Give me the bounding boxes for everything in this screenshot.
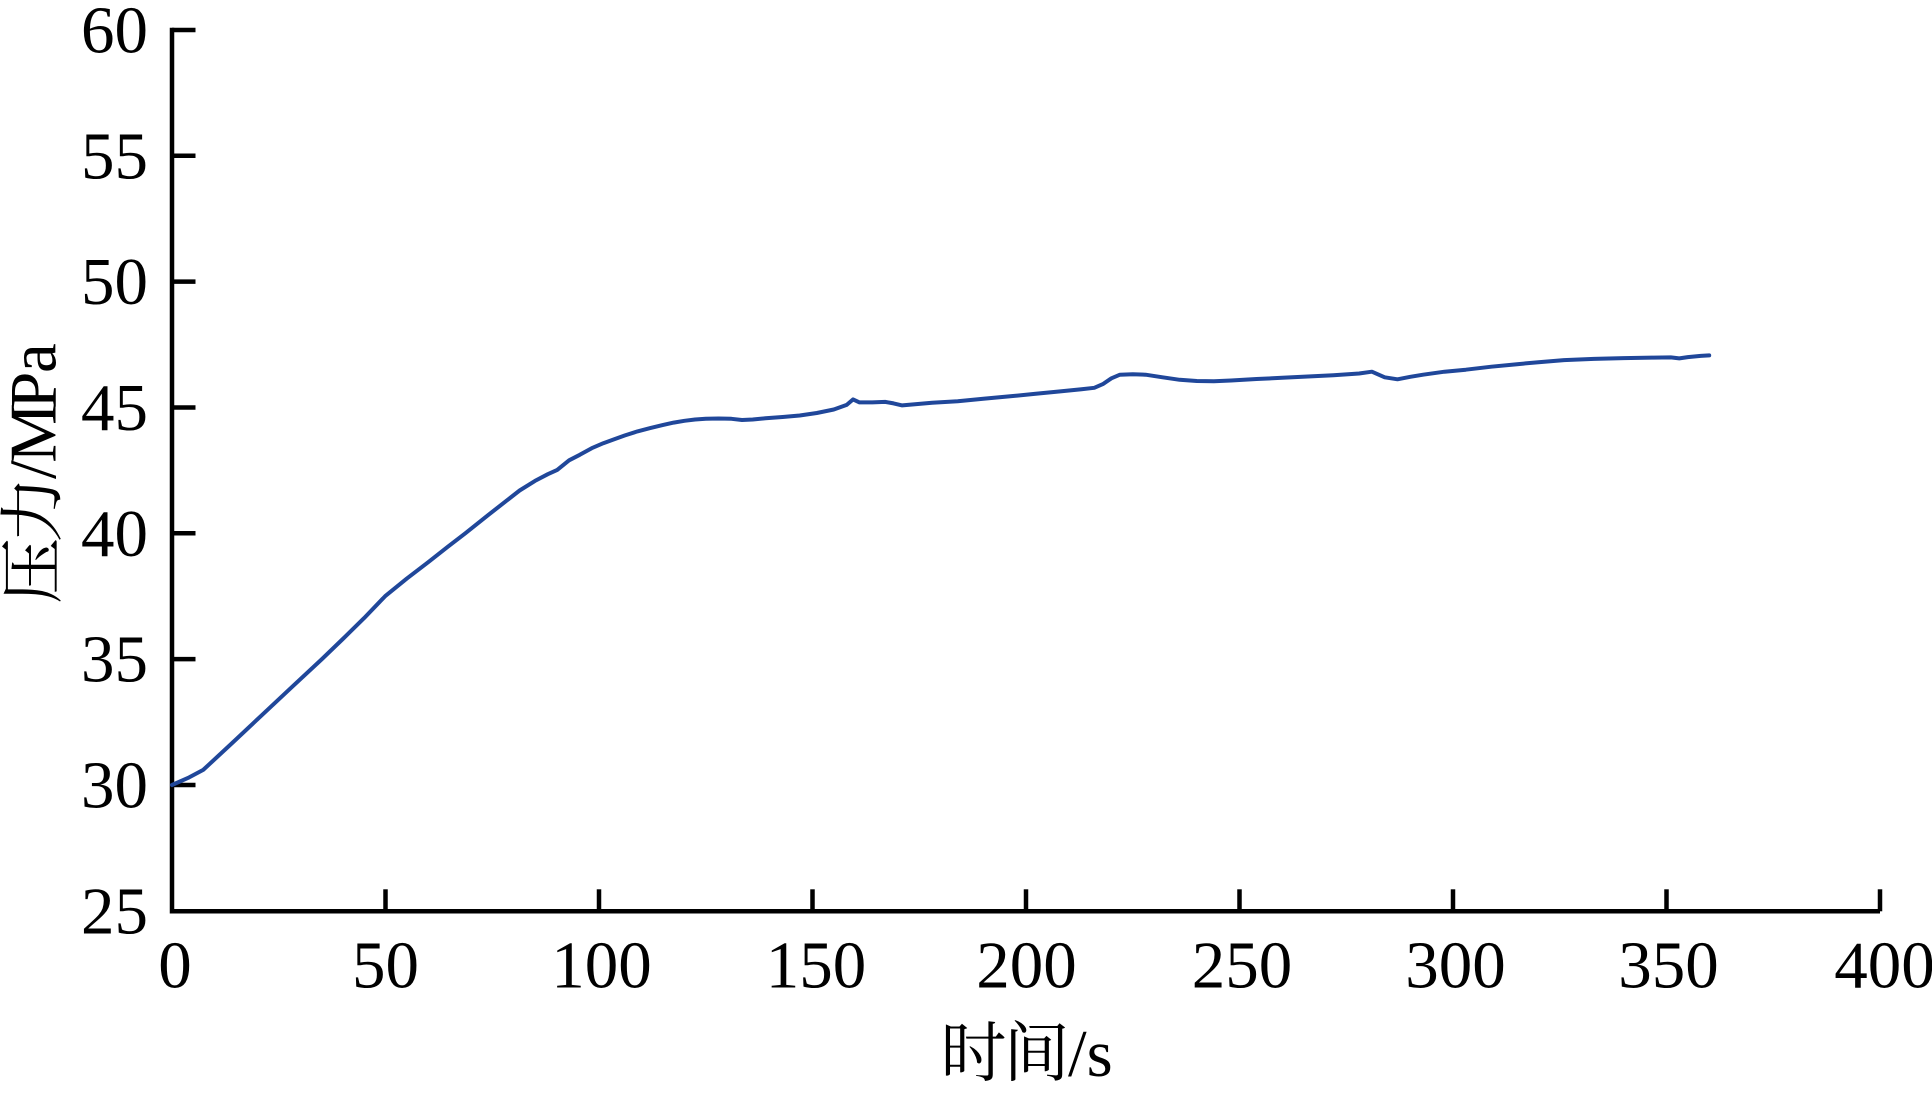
svg-text:100: 100	[551, 929, 652, 1003]
svg-text:150: 150	[766, 929, 867, 1003]
svg-text:50: 50	[352, 929, 419, 1003]
svg-text:25: 25	[81, 874, 148, 948]
svg-text:30: 30	[81, 749, 148, 823]
svg-text:45: 45	[81, 371, 148, 445]
svg-text:/: /	[0, 460, 71, 479]
svg-text:55: 55	[81, 119, 148, 193]
svg-text:P: P	[0, 372, 71, 409]
svg-text:60: 60	[81, 0, 148, 68]
svg-text:50: 50	[81, 245, 148, 319]
svg-text:/s: /s	[1068, 1017, 1113, 1091]
svg-text:M: M	[0, 403, 71, 463]
svg-text:a: a	[0, 343, 71, 373]
svg-text:200: 200	[976, 929, 1077, 1003]
svg-text:300: 300	[1405, 929, 1506, 1003]
svg-text:350: 350	[1618, 929, 1719, 1003]
svg-text:0: 0	[158, 929, 192, 1003]
svg-text:40: 40	[81, 497, 148, 571]
svg-text:400: 400	[1834, 929, 1932, 1003]
svg-text:35: 35	[81, 623, 148, 697]
svg-text:250: 250	[1192, 929, 1293, 1003]
